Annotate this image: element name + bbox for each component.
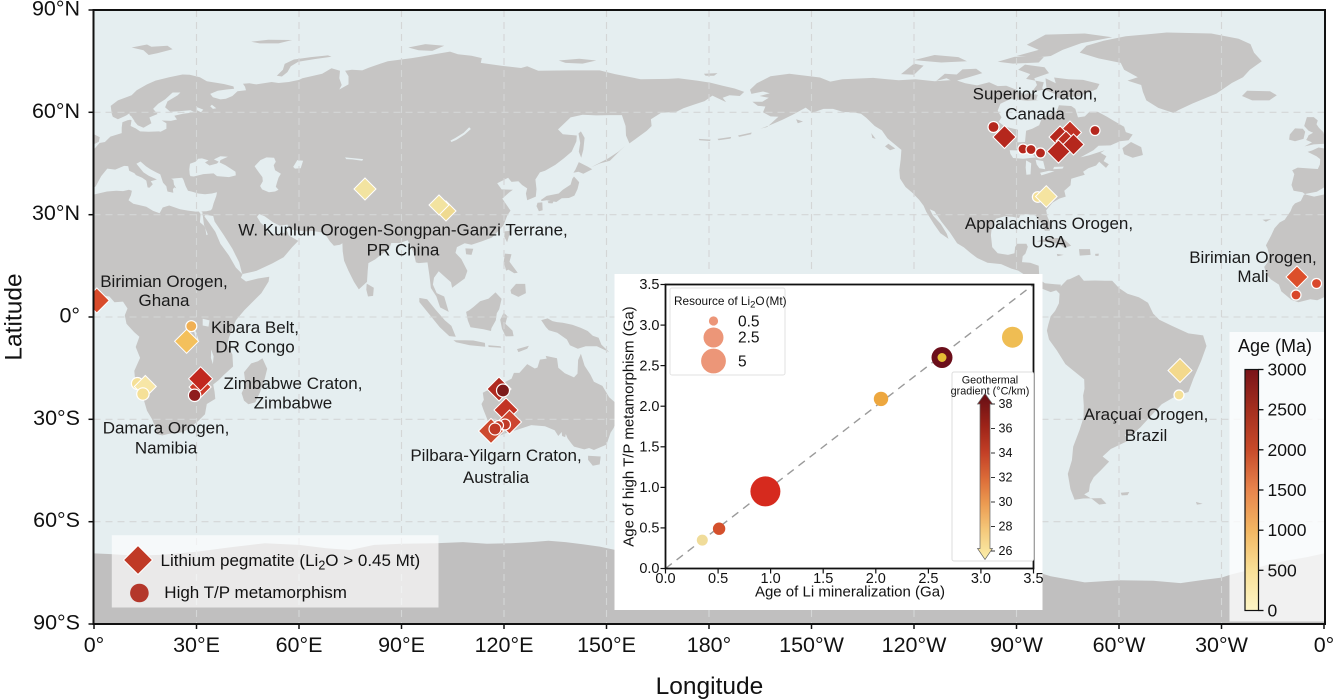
svg-text:Birimian Orogen,: Birimian Orogen, <box>1189 248 1317 267</box>
svg-text:0°: 0° <box>1314 633 1334 657</box>
svg-text:Age of high T/P metamorphism (: Age of high T/P metamorphism (Ga) <box>621 306 638 546</box>
svg-text:Kibara Belt,: Kibara Belt, <box>211 318 299 337</box>
svg-text:38: 38 <box>999 397 1013 411</box>
svg-text:30°W: 30°W <box>1195 633 1249 657</box>
svg-text:32: 32 <box>999 471 1013 485</box>
svg-text:36: 36 <box>999 422 1013 436</box>
svg-text:500: 500 <box>1268 560 1297 580</box>
svg-text:60°W: 60°W <box>1093 633 1147 657</box>
svg-text:30: 30 <box>999 495 1013 509</box>
svg-text:3.5: 3.5 <box>1023 571 1043 587</box>
svg-text:1.5: 1.5 <box>813 571 833 587</box>
svg-text:Ghana: Ghana <box>138 291 190 310</box>
svg-text:3.0: 3.0 <box>971 571 991 587</box>
svg-text:Appalachians Orogen,: Appalachians Orogen, <box>965 214 1133 233</box>
svg-text:26: 26 <box>999 544 1013 558</box>
svg-text:0.5: 0.5 <box>738 314 760 331</box>
svg-text:High T/P metamorphism: High T/P metamorphism <box>164 583 347 602</box>
svg-text:90°E: 90°E <box>378 633 425 657</box>
svg-text:1000: 1000 <box>1268 520 1307 540</box>
svg-text:1.0: 1.0 <box>761 571 781 587</box>
svg-text:0°: 0° <box>59 304 80 328</box>
svg-text:DR Congo: DR Congo <box>215 338 294 357</box>
svg-text:28: 28 <box>999 520 1013 534</box>
svg-text:2500: 2500 <box>1268 400 1307 420</box>
svg-text:120°E: 120°E <box>475 633 534 657</box>
svg-text:0: 0 <box>1268 601 1278 621</box>
svg-text:1500: 1500 <box>1268 480 1307 500</box>
svg-text:2.5: 2.5 <box>738 330 760 347</box>
svg-text:0.5: 0.5 <box>639 521 659 537</box>
svg-text:Latitude: Latitude <box>1 273 28 360</box>
svg-text:Resource of Li2O(Mt): Resource of Li2O(Mt) <box>674 294 787 311</box>
svg-text:3000: 3000 <box>1268 360 1307 380</box>
svg-text:Zimbabwe: Zimbabwe <box>254 394 332 413</box>
svg-text:USA: USA <box>1032 233 1068 252</box>
svg-text:Birimian Orogen,: Birimian Orogen, <box>100 272 228 291</box>
svg-text:gradient (°C/km): gradient (°C/km) <box>951 386 1030 398</box>
svg-text:150°W: 150°W <box>779 633 844 657</box>
svg-text:0°: 0° <box>84 633 105 657</box>
svg-text:Zimbabwe Craton,: Zimbabwe Craton, <box>224 374 363 393</box>
svg-text:Longitude: Longitude <box>656 673 764 700</box>
svg-text:2.0: 2.0 <box>866 571 886 587</box>
svg-text:0.0: 0.0 <box>655 571 675 587</box>
svg-text:90°W: 90°W <box>990 633 1044 657</box>
svg-text:Canada: Canada <box>1005 105 1065 124</box>
svg-text:1.0: 1.0 <box>639 480 659 496</box>
svg-text:90°S: 90°S <box>33 611 80 635</box>
svg-text:60°E: 60°E <box>276 633 323 657</box>
svg-text:60°S: 60°S <box>33 508 80 532</box>
svg-text:PR China: PR China <box>367 241 440 260</box>
svg-text:150°E: 150°E <box>577 633 636 657</box>
svg-text:0.5: 0.5 <box>708 571 728 587</box>
svg-text:30°N: 30°N <box>32 201 80 225</box>
svg-text:2.5: 2.5 <box>918 571 938 587</box>
svg-text:Mali: Mali <box>1237 267 1268 286</box>
svg-text:180°: 180° <box>687 633 731 657</box>
svg-text:30°S: 30°S <box>33 406 80 430</box>
svg-text:Age of Li mineralization (Ga): Age of Li mineralization (Ga) <box>755 584 945 601</box>
svg-text:3.5: 3.5 <box>639 277 659 293</box>
svg-text:W. Kunlun Orogen-Songpan-Ganzi: W. Kunlun Orogen-Songpan-Ganzi Terrane, <box>238 221 568 240</box>
svg-text:Geothermal: Geothermal <box>962 375 1018 387</box>
svg-text:Age (Ma): Age (Ma) <box>1238 336 1312 356</box>
svg-text:0.0: 0.0 <box>639 561 659 577</box>
svg-text:5: 5 <box>738 354 747 371</box>
svg-text:1.5: 1.5 <box>639 440 659 456</box>
svg-text:2.5: 2.5 <box>639 358 659 374</box>
svg-text:Namibia: Namibia <box>135 439 198 458</box>
svg-text:60°N: 60°N <box>32 99 80 123</box>
svg-text:2000: 2000 <box>1268 440 1307 460</box>
svg-text:3.0: 3.0 <box>639 318 659 334</box>
svg-text:120°W: 120°W <box>882 633 947 657</box>
svg-text:Australia: Australia <box>463 468 530 487</box>
svg-text:2.0: 2.0 <box>639 399 659 415</box>
svg-text:90°N: 90°N <box>32 0 80 21</box>
svg-text:Pilbara-Yilgarn Craton,: Pilbara-Yilgarn Craton, <box>410 446 581 465</box>
svg-text:Superior Craton,: Superior Craton, <box>973 85 1098 104</box>
svg-text:Damara Orogen,: Damara Orogen, <box>103 419 230 438</box>
svg-text:Brazil: Brazil <box>1125 426 1168 445</box>
svg-text:34: 34 <box>999 446 1013 460</box>
svg-text:30°E: 30°E <box>173 633 220 657</box>
svg-text:Araçuaí Orogen,: Araçuaí Orogen, <box>1084 405 1209 424</box>
svg-text:Lithium pegmatite (Li2O > 0.45: Lithium pegmatite (Li2O > 0.45 Mt) <box>161 551 421 573</box>
